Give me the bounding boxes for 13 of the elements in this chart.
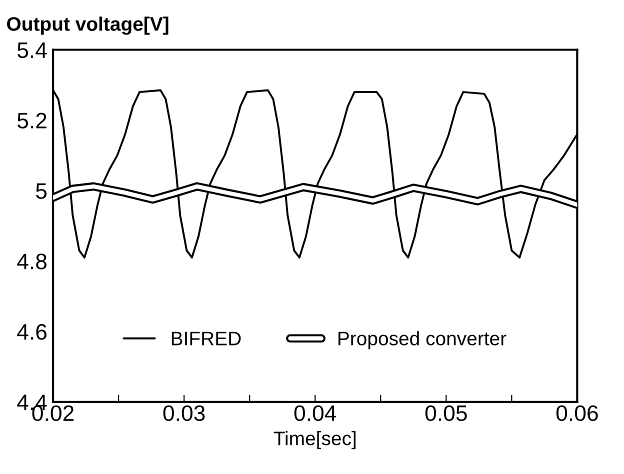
legend-label: BIFRED	[172, 332, 241, 346]
x-tick-label: 0.06	[556, 405, 598, 422]
x-tick-label: 0.04	[294, 405, 336, 422]
y-tick-label: 4.8	[17, 254, 47, 270]
y-tick-label: 5	[36, 183, 47, 199]
y-tick-label: 5.4	[17, 42, 47, 58]
y-tick-label: 4.6	[17, 324, 47, 340]
legend-label: Proposed converter	[338, 331, 506, 350]
x-tick-label: 0.05	[425, 405, 467, 422]
x-axis-title: Time[sec]	[274, 431, 356, 450]
x-tick-label: 0.03	[163, 405, 205, 422]
chart-title: Output voltage[V]	[7, 16, 168, 35]
y-tick-label: 5.2	[17, 112, 46, 128]
